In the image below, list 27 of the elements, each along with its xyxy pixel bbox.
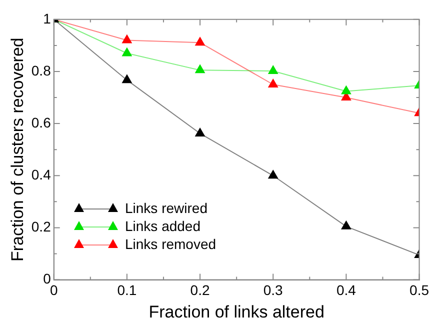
x-tick-label: 0.5 bbox=[410, 282, 430, 298]
y-tick-label: 0.8 bbox=[31, 62, 52, 78]
legend-label: Links rewired bbox=[125, 199, 208, 217]
y-tick-label: 0.4 bbox=[31, 166, 52, 182]
x-axis-title: Fraction of links altered bbox=[148, 302, 324, 322]
x-tick-label: 0.1 bbox=[117, 282, 137, 298]
y-tick-label: 0 bbox=[43, 270, 52, 287]
y-tick-label: 0.2 bbox=[31, 218, 52, 235]
point bbox=[268, 170, 278, 179]
point bbox=[341, 220, 352, 230]
point bbox=[195, 64, 205, 74]
x-tick-label: 0.2 bbox=[190, 282, 210, 298]
y-tick-label: 0.6 bbox=[31, 114, 52, 130]
point bbox=[341, 86, 352, 94]
point bbox=[195, 128, 205, 136]
y-tick-label: 1 bbox=[43, 10, 52, 26]
point bbox=[195, 37, 205, 46]
y-axis-title: Fraction of clusters recovered bbox=[8, 38, 27, 262]
legend-label: Links removed bbox=[125, 235, 216, 253]
x-tick-label: 0.3 bbox=[263, 282, 284, 298]
legend-label: Links added bbox=[125, 217, 201, 235]
x-tick-label: 0.4 bbox=[336, 282, 356, 298]
point bbox=[122, 34, 132, 44]
point bbox=[122, 74, 132, 84]
point bbox=[122, 48, 132, 56]
point bbox=[268, 79, 278, 88]
point bbox=[268, 65, 278, 74]
